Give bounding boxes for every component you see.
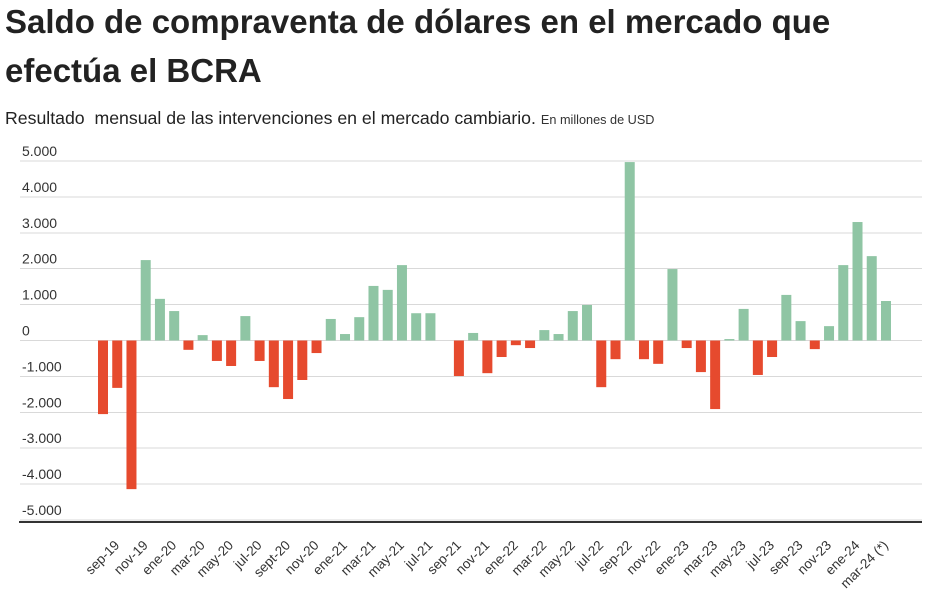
- bar-10: [226, 340, 237, 366]
- bar-23: [411, 313, 422, 341]
- bar-30: [510, 340, 521, 346]
- bar-35: [582, 304, 593, 341]
- bar-32: [539, 330, 550, 341]
- bar-41: [667, 269, 678, 341]
- y-tick-label: 4.000: [22, 179, 57, 195]
- bar-39: [638, 340, 649, 360]
- bar-7: [183, 340, 194, 350]
- bar-18: [340, 334, 351, 341]
- bar-24: [425, 313, 436, 341]
- bar-28: [482, 340, 493, 374]
- bar-19: [354, 317, 365, 341]
- y-axis-labels: 5.000 4.000 3.000 2.000 1.000 0 -1.000 -2.000 -3…: [22, 143, 62, 518]
- chart-subtitle: Resultado mensual de las intervenciones …: [5, 108, 536, 128]
- bar-27: [468, 332, 479, 341]
- bar-14: [283, 340, 294, 400]
- chart-title: Saldo de compraventa de dólares en el me…: [5, 3, 831, 89]
- y-tick-label: -3.000: [22, 430, 62, 446]
- bar-16: [311, 340, 322, 354]
- y-tick-label: -1.000: [22, 358, 62, 374]
- bar-40: [653, 340, 664, 364]
- unit-note: En millones de USD: [540, 113, 655, 127]
- bar-52: [824, 326, 835, 341]
- y-tick-label: -5.000: [22, 502, 62, 518]
- bar-51: [809, 340, 820, 350]
- bar-2: [112, 340, 123, 388]
- y-tick-label: -2.000: [22, 394, 62, 410]
- y-tick-label: -4.000: [22, 466, 62, 482]
- bar-38: [624, 162, 635, 341]
- bar-34: [567, 311, 578, 341]
- bar-11: [240, 316, 251, 341]
- bar-53: [838, 265, 849, 341]
- bar-8: [197, 335, 208, 341]
- bar-56: [880, 301, 891, 341]
- y-tick-label: 3.000: [22, 215, 57, 231]
- bar-31: [525, 340, 536, 349]
- bar-12: [254, 340, 265, 361]
- bar-54: [852, 222, 863, 341]
- y-tick-label: 1.000: [22, 287, 57, 303]
- bar-1: [98, 340, 108, 415]
- bar-5: [154, 298, 165, 341]
- y-tick-label: 2.000: [22, 251, 57, 267]
- bar-49: [781, 294, 792, 341]
- bar-29: [496, 340, 507, 358]
- bar-9: [211, 340, 222, 361]
- bar-17: [325, 318, 336, 341]
- y-tick-label: 5.000: [22, 143, 57, 159]
- bar-55: [866, 256, 877, 341]
- chart-subtitle-line: Resultado mensual de las intervenciones …: [5, 107, 654, 129]
- bars: [98, 162, 891, 490]
- bar-4: [140, 260, 151, 341]
- bar-43: [695, 340, 706, 373]
- bar-44: [710, 340, 721, 410]
- bar-46: [738, 308, 749, 341]
- bar-50: [795, 321, 806, 341]
- bar-15: [297, 340, 308, 380]
- bar-chart: 5.000 4.000 3.000 2.000 1.000 0 -1.000 -2.000 -3…: [19, 143, 922, 591]
- bar-36: [596, 340, 607, 388]
- bar-48: [767, 340, 778, 358]
- bar-33: [553, 334, 564, 341]
- bar-42: [681, 340, 692, 349]
- x-axis-labels: sep-19nov-19ene-20mar-20may-20jul-20sept…: [83, 537, 892, 591]
- bar-37: [610, 340, 621, 360]
- bar-13: [268, 340, 279, 388]
- bar-47: [752, 340, 763, 375]
- bar-26: [453, 340, 464, 377]
- y-tick-label: 0: [22, 323, 30, 339]
- bar-22: [396, 265, 407, 341]
- bar-21: [382, 289, 393, 341]
- bar-20: [368, 285, 379, 341]
- bar-3: [126, 340, 137, 490]
- bar-45: [724, 339, 735, 341]
- bar-6: [169, 311, 180, 341]
